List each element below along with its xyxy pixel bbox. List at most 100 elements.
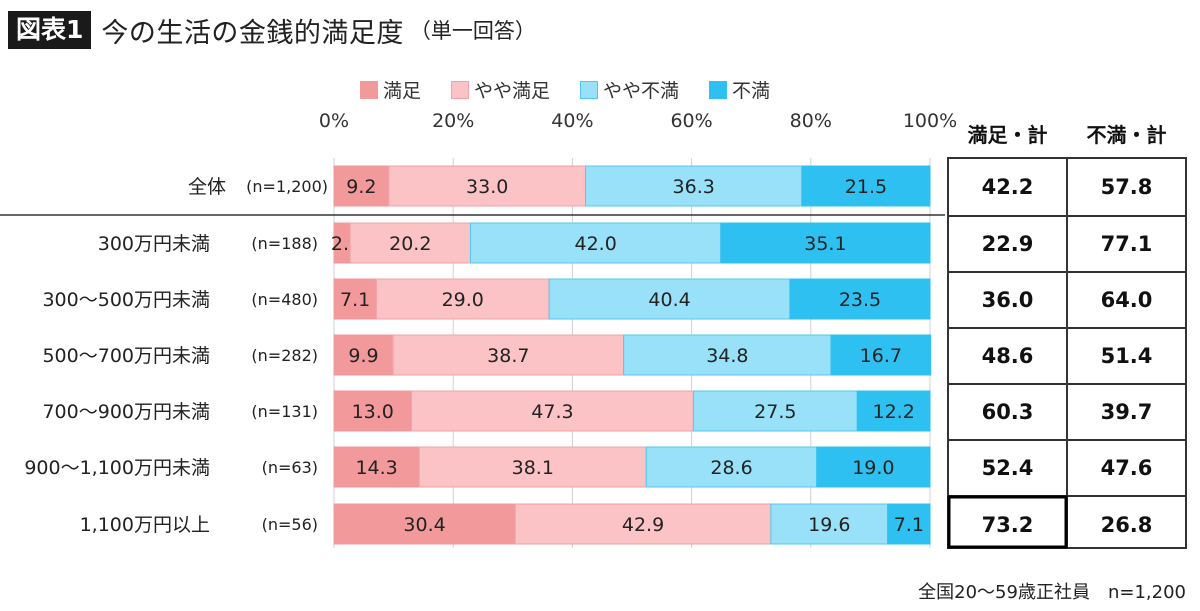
legend-label-dissatisfied: 不満: [732, 80, 771, 102]
bar-segment: [349, 222, 471, 264]
bar-segment: [410, 390, 694, 432]
legend-item-dissatisfied: 不満: [709, 76, 770, 103]
legend-swatch-dissatisfied: [709, 80, 728, 99]
bar-segment: [585, 165, 803, 207]
bar-segment: [856, 390, 931, 432]
bar-segment: [333, 278, 377, 320]
bar-value-label: 42.0: [574, 233, 616, 255]
bar-value-label: 19.0: [852, 457, 894, 479]
bar-value-label: 38.1: [512, 457, 554, 479]
bar-segment: [333, 446, 420, 488]
bar-value-label: 47.3: [531, 401, 573, 423]
summary-header: 満足・計: [968, 123, 1048, 147]
summary-dissatisfied-value: 57.8: [1101, 175, 1153, 199]
bar-segment: [623, 334, 832, 376]
bar-value-label: 42.9: [622, 514, 664, 536]
summary-satisfied-value: 22.9: [982, 232, 1034, 256]
bar-segment: [548, 278, 791, 320]
x-tick-label: 60%: [670, 110, 712, 132]
legend-item-satisfied: 満足: [360, 76, 421, 103]
bar-value-label: 19.6: [808, 514, 850, 536]
legend-swatch-somewhat-satisfied: [451, 80, 470, 99]
bar-segment: [801, 165, 931, 207]
bar-segment: [388, 165, 587, 207]
bar-value-label: 34.8: [706, 345, 748, 367]
category-label: 全体: [188, 176, 226, 198]
legend-label-satisfied: 満足: [383, 80, 422, 102]
bar-segment: [720, 222, 931, 264]
legend-item-somewhat-dissatisfied: やや不満: [580, 76, 679, 103]
summary-satisfied-value: 52.4: [982, 456, 1034, 480]
bar-segment: [645, 446, 818, 488]
bar-segment: [830, 334, 932, 376]
category-label: 700〜900万円未満: [42, 401, 210, 423]
category-n: (n=480): [251, 290, 318, 309]
bar-value-label: 36.3: [673, 176, 715, 198]
bar-value-label: 27.5: [754, 401, 796, 423]
bar-segment: [887, 503, 931, 545]
bar-segment: [816, 446, 931, 488]
summary-dissatisfied-value: 39.7: [1101, 400, 1153, 424]
chart-legend: 満足 やや満足 やや不満 不満: [360, 76, 800, 103]
bar-segment: [770, 503, 889, 545]
x-tick-label: 80%: [790, 110, 832, 132]
summary-satisfied-value: 48.6: [982, 344, 1034, 368]
legend-label-somewhat-dissatisfied: やや不満: [603, 80, 680, 102]
bar-value-label: 23.5: [839, 289, 881, 311]
bar-value-label: 29.0: [442, 289, 484, 311]
category-label: 900〜1,100万円未満: [24, 457, 210, 479]
bar-segment: [469, 222, 722, 264]
summary-satisfied-value: 73.2: [982, 513, 1034, 537]
bar-value-label: 35.1: [804, 233, 846, 255]
summary-dissatisfied-value: 26.8: [1101, 513, 1153, 537]
bar-value-label: 9.9: [348, 345, 378, 367]
summary-highlight-box: [947, 495, 1068, 549]
bar-value-label: 30.4: [403, 514, 445, 536]
category-n: (n=56): [262, 515, 318, 534]
bar-value-label: 40.4: [648, 289, 690, 311]
category-label: 300万円未満: [98, 233, 210, 255]
category-label: 300〜500万円未満: [42, 289, 210, 311]
bar-value-label: 9.2: [346, 176, 376, 198]
legend-swatch-somewhat-dissatisfied: [580, 80, 599, 99]
chart-title: 今の生活の金銭的満足度: [101, 17, 404, 49]
x-tick-label: 0%: [319, 110, 349, 132]
footnote: 全国20〜59歳正社員 n=1,200: [918, 582, 1186, 603]
legend-item-somewhat-satisfied: やや満足: [451, 76, 550, 103]
bar-segment: [392, 334, 625, 376]
chart-header: 図表1 今の生活の金銭的満足度 （単一回答）: [8, 10, 536, 50]
category-n: (n=1,200): [246, 177, 328, 196]
figure-badge: 図表1: [8, 11, 92, 49]
summary-dissatisfied-value: 47.6: [1101, 456, 1153, 480]
summary-satisfied-value: 60.3: [982, 400, 1034, 424]
legend-label-somewhat-satisfied: やや満足: [474, 80, 551, 102]
bar-value-label: 12.2: [872, 401, 914, 423]
category-label: 1,100万円以上: [80, 514, 210, 536]
bar-value-label: 14.3: [355, 457, 397, 479]
summary-dissatisfied-value: 51.4: [1101, 344, 1153, 368]
bar-value-label: 16.7: [860, 345, 902, 367]
bar-value-label: 33.0: [466, 176, 508, 198]
summary-dissatisfied-value: 64.0: [1101, 288, 1153, 312]
category-n: (n=63): [262, 458, 318, 477]
bar-segment: [789, 278, 931, 320]
category-n: (n=131): [251, 402, 318, 421]
category-n: (n=282): [251, 346, 318, 365]
category-n: (n=188): [251, 234, 318, 253]
summary-header: 不満・計: [1087, 123, 1167, 147]
bar-segment: [375, 278, 550, 320]
summary-satisfied-value: 42.2: [982, 175, 1034, 199]
legend-swatch-satisfied: [360, 80, 378, 99]
bar-segment: [514, 503, 772, 545]
bar-segment: [333, 503, 516, 545]
bar-value-label: 13.0: [352, 401, 394, 423]
x-tick-label: 40%: [551, 110, 593, 132]
bar-value-label: 21.5: [845, 176, 887, 198]
bar-value-label: 28.6: [710, 457, 752, 479]
bar-segment: [333, 165, 390, 207]
summary-satisfied-value: 36.0: [982, 288, 1034, 312]
chart-title-suffix: （単一回答）: [409, 19, 536, 43]
bar-value-label: 7.1: [340, 289, 370, 311]
x-tick-label: 100%: [903, 110, 957, 132]
